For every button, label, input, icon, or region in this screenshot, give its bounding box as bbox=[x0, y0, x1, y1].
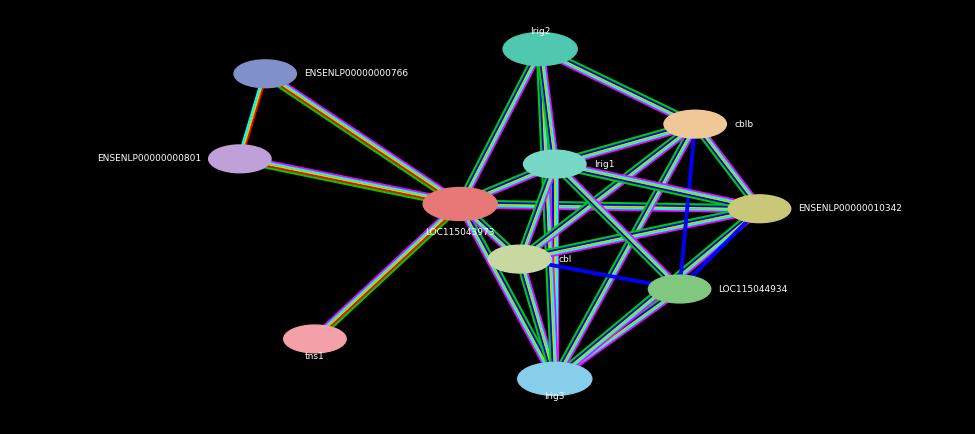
Circle shape bbox=[423, 187, 497, 220]
Circle shape bbox=[209, 145, 271, 173]
Circle shape bbox=[284, 325, 346, 353]
Text: ENSENLP00000000801: ENSENLP00000000801 bbox=[97, 155, 201, 163]
Circle shape bbox=[648, 275, 711, 303]
Text: cblb: cblb bbox=[734, 120, 754, 128]
Circle shape bbox=[488, 245, 551, 273]
Text: cbl: cbl bbox=[559, 255, 572, 263]
Circle shape bbox=[664, 110, 726, 138]
Text: lrig1: lrig1 bbox=[594, 160, 614, 168]
Text: ENSENLP00000000766: ENSENLP00000000766 bbox=[304, 69, 409, 78]
Circle shape bbox=[503, 33, 577, 66]
Circle shape bbox=[234, 60, 296, 88]
Text: tns1: tns1 bbox=[305, 352, 325, 361]
Circle shape bbox=[524, 150, 586, 178]
Text: ENSENLP00000010342: ENSENLP00000010342 bbox=[799, 204, 903, 213]
Text: lrig3: lrig3 bbox=[544, 391, 566, 401]
Text: LOC115043973: LOC115043973 bbox=[425, 228, 495, 237]
Circle shape bbox=[728, 195, 791, 223]
Circle shape bbox=[518, 362, 592, 395]
Text: lrig2: lrig2 bbox=[530, 27, 550, 36]
Text: LOC115044934: LOC115044934 bbox=[719, 285, 788, 293]
